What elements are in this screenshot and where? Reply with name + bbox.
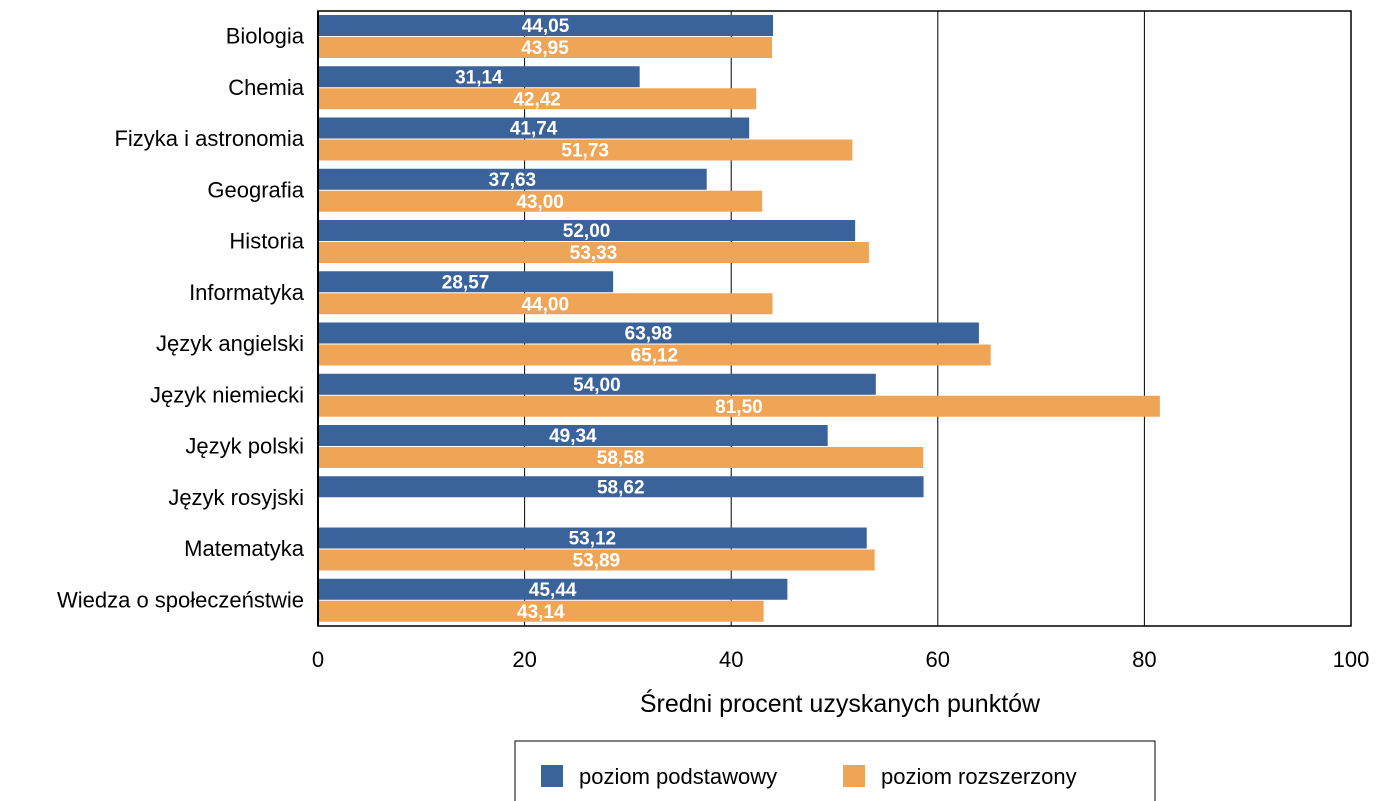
data-label-matematyka-rozszerzony: 53,89 bbox=[573, 551, 621, 572]
category-label-matematyka: Matematyka bbox=[184, 536, 305, 561]
bar-fizyka-i-astronomia-podstawowy bbox=[319, 117, 750, 139]
x-tick-label-100: 100 bbox=[1333, 647, 1370, 672]
category-label-biologia: Biologia bbox=[226, 24, 305, 49]
bar-geografia-rozszerzony bbox=[319, 190, 763, 212]
bar-geografia-podstawowy bbox=[319, 168, 707, 190]
legend-label-podstawowy: poziom podstawowy bbox=[579, 764, 777, 789]
bar-język-niemiecki-podstawowy bbox=[319, 373, 876, 395]
bar-historia-rozszerzony bbox=[319, 242, 869, 263]
data-label-język-angielski-podstawowy: 63,98 bbox=[625, 324, 673, 345]
legend-frame bbox=[514, 740, 1156, 801]
data-label-wiedza-o-społeczeństwie-rozszerzony: 43,14 bbox=[517, 602, 565, 623]
data-label-historia-podstawowy: 52,00 bbox=[563, 221, 611, 242]
bar-chemia-rozszerzony bbox=[319, 88, 757, 110]
bar-biologia-podstawowy bbox=[319, 15, 774, 36]
category-label-informatyka: Informatyka bbox=[189, 280, 305, 305]
category-label-język-polski: Język polski bbox=[185, 434, 304, 459]
category-label-geografia: Geografia bbox=[207, 177, 304, 202]
bar-język-rosyjski-podstawowy bbox=[319, 476, 924, 498]
data-label-geografia-podstawowy: 37,63 bbox=[489, 170, 537, 191]
category-label-chemia: Chemia bbox=[228, 75, 305, 100]
legend-swatch-rozszerzony bbox=[843, 765, 865, 787]
category-label-język-niemiecki: Język niemiecki bbox=[150, 382, 304, 407]
data-label-informatyka-podstawowy: 28,57 bbox=[442, 272, 490, 293]
data-label-język-polski-podstawowy: 49,34 bbox=[549, 426, 597, 447]
grid-lines bbox=[317, 10, 1352, 627]
bar-wiedza-o-społeczeństwie-rozszerzony bbox=[319, 600, 764, 622]
bar-język-niemiecki-rozszerzony bbox=[319, 395, 1160, 417]
data-label-biologia-rozszerzony: 43,95 bbox=[521, 38, 569, 59]
bar-informatyka-podstawowy bbox=[319, 271, 614, 293]
data-label-język-angielski-rozszerzony: 65,12 bbox=[631, 346, 679, 367]
bar-historia-podstawowy bbox=[319, 220, 856, 241]
x-tick-label-40: 40 bbox=[719, 647, 743, 672]
data-label-chemia-rozszerzony: 42,42 bbox=[513, 89, 561, 110]
x-tick-label-60: 60 bbox=[926, 647, 950, 672]
x-tick-label-20: 20 bbox=[512, 647, 536, 672]
x-axis-title: Średni procent uzyskanych punktów bbox=[640, 688, 1041, 718]
data-label-język-niemiecki-rozszerzony: 81,50 bbox=[715, 397, 763, 418]
data-label-język-polski-rozszerzony: 58,58 bbox=[597, 448, 645, 469]
x-tick-label-80: 80 bbox=[1132, 647, 1156, 672]
legend-swatch-podstawowy bbox=[541, 765, 563, 787]
bar-matematyka-rozszerzony bbox=[319, 549, 875, 571]
data-label-matematyka-podstawowy: 53,12 bbox=[569, 529, 617, 550]
data-label-wiedza-o-społeczeństwie-podstawowy: 45,44 bbox=[529, 580, 577, 601]
bar-język-angielski-podstawowy bbox=[319, 322, 979, 344]
x-tick-label-0: 0 bbox=[312, 647, 324, 672]
category-labels: Biologia Chemia Fizyka i astronomia Geograf… bbox=[57, 24, 305, 613]
bar-język-angielski-rozszerzony bbox=[319, 344, 991, 366]
bar-język-polski-podstawowy bbox=[319, 425, 828, 446]
bar-informatyka-rozszerzony bbox=[319, 293, 773, 315]
legend: poziom podstawowy poziom rozszerzony bbox=[514, 740, 1156, 801]
bar-fizyka-i-astronomia-rozszerzony bbox=[319, 139, 853, 161]
data-label-język-niemiecki-podstawowy: 54,00 bbox=[573, 375, 621, 396]
data-label-informatyka-rozszerzony: 44,00 bbox=[521, 294, 569, 315]
bar-wiedza-o-społeczeństwie-podstawowy bbox=[319, 578, 788, 600]
category-label-fizyka-i-astronomia: Fizyka i astronomia bbox=[114, 126, 304, 151]
category-label-historia: Historia bbox=[229, 229, 304, 254]
data-label-chemia-podstawowy: 31,14 bbox=[455, 67, 503, 88]
legend-label-rozszerzony: poziom rozszerzony bbox=[881, 764, 1077, 789]
bar-matematyka-podstawowy bbox=[319, 527, 867, 549]
bar-język-polski-rozszerzony bbox=[319, 447, 924, 468]
bar-chemia-podstawowy bbox=[319, 66, 640, 88]
category-label-język-rosyjski: Język rosyjski bbox=[168, 485, 304, 510]
data-label-biologia-podstawowy: 44,05 bbox=[522, 16, 570, 37]
category-label-język-angielski: Język angielski bbox=[156, 331, 304, 356]
data-label-geografia-rozszerzony: 43,00 bbox=[516, 192, 564, 213]
x-tick-labels: 0 20 40 60 80 100 bbox=[312, 647, 1369, 672]
bar-biologia-rozszerzony bbox=[319, 37, 773, 58]
data-label-fizyka-i-astronomia-podstawowy: 41,74 bbox=[510, 119, 558, 140]
category-label-wiedza-o-społeczeństwie: Wiedza o społeczeństwie bbox=[57, 587, 304, 612]
data-label-język-rosyjski-podstawowy: 58,62 bbox=[597, 477, 645, 498]
data-label-historia-rozszerzony: 53,33 bbox=[570, 243, 618, 264]
data-label-fizyka-i-astronomia-rozszerzony: 51,73 bbox=[561, 141, 609, 162]
